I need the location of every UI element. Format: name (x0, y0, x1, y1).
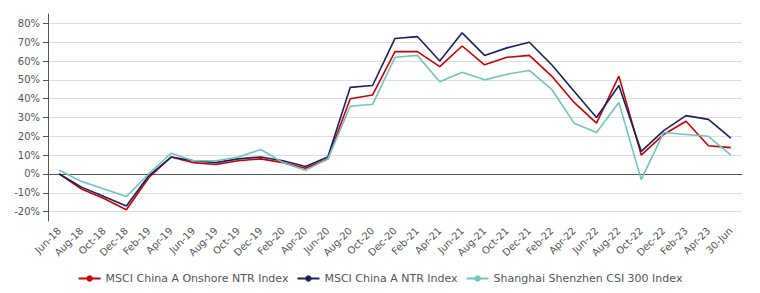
svg-text:10%: 10% (18, 150, 40, 161)
svg-text:Feb-19: Feb-19 (120, 225, 153, 257)
svg-text:-10%: -10% (14, 187, 40, 198)
svg-text:Dec-20: Dec-20 (365, 225, 399, 259)
svg-text:Dec-19: Dec-19 (231, 225, 265, 259)
svg-text:Apr-22: Apr-22 (546, 225, 578, 257)
svg-text:30%: 30% (18, 112, 40, 123)
svg-text:Apr-19: Apr-19 (143, 225, 175, 257)
svg-text:Dec-21: Dec-21 (500, 225, 534, 259)
svg-text:MSCI China A Onshore NTR Index: MSCI China A Onshore NTR Index (106, 272, 289, 285)
svg-text:-20%: -20% (14, 206, 40, 217)
svg-text:Feb-20: Feb-20 (255, 225, 287, 257)
svg-text:Oct-19: Oct-19 (210, 225, 243, 257)
svg-text:Aug-22: Aug-22 (589, 225, 623, 259)
svg-text:MSCI China A NTR Index: MSCI China A NTR Index (324, 272, 458, 285)
svg-text:70%: 70% (18, 37, 40, 48)
svg-text:Apr-23: Apr-23 (681, 225, 713, 257)
svg-text:Apr-21: Apr-21 (412, 225, 444, 257)
svg-text:40%: 40% (18, 93, 40, 104)
svg-text:Oct-20: Oct-20 (345, 225, 377, 257)
svg-text:Dec-22: Dec-22 (634, 225, 668, 259)
svg-text:30-Jun: 30-Jun (704, 225, 735, 256)
svg-text:Jun-19: Jun-19 (167, 225, 198, 256)
svg-text:Aug-19: Aug-19 (186, 225, 220, 259)
svg-text:Aug-21: Aug-21 (455, 225, 489, 259)
svg-text:Shanghai Shenzhen CSI 300 Inde: Shanghai Shenzhen CSI 300 Index (494, 272, 683, 285)
svg-text:Dec-18: Dec-18 (97, 225, 131, 259)
svg-text:Jun-18: Jun-18 (32, 225, 64, 256)
svg-text:20%: 20% (18, 131, 40, 142)
svg-text:Aug-18: Aug-18 (52, 225, 86, 259)
svg-text:Oct-22: Oct-22 (613, 225, 646, 257)
svg-text:Feb-23: Feb-23 (658, 225, 690, 257)
svg-text:Jun-21: Jun-21 (435, 225, 467, 256)
svg-text:Feb-21: Feb-21 (389, 225, 422, 257)
svg-text:Oct-21: Oct-21 (479, 225, 511, 257)
svg-text:50%: 50% (18, 74, 40, 85)
svg-text:Jun-20: Jun-20 (301, 225, 332, 256)
svg-text:Jun-22: Jun-22 (570, 225, 601, 256)
svg-text:80%: 80% (18, 18, 40, 29)
svg-text:0%: 0% (24, 168, 40, 179)
svg-text:Aug-20: Aug-20 (321, 225, 355, 259)
svg-text:Apr-20: Apr-20 (278, 225, 310, 257)
svg-text:Oct-18: Oct-18 (76, 225, 108, 257)
svg-text:60%: 60% (18, 56, 40, 67)
svg-text:Feb-22: Feb-22 (523, 225, 556, 257)
